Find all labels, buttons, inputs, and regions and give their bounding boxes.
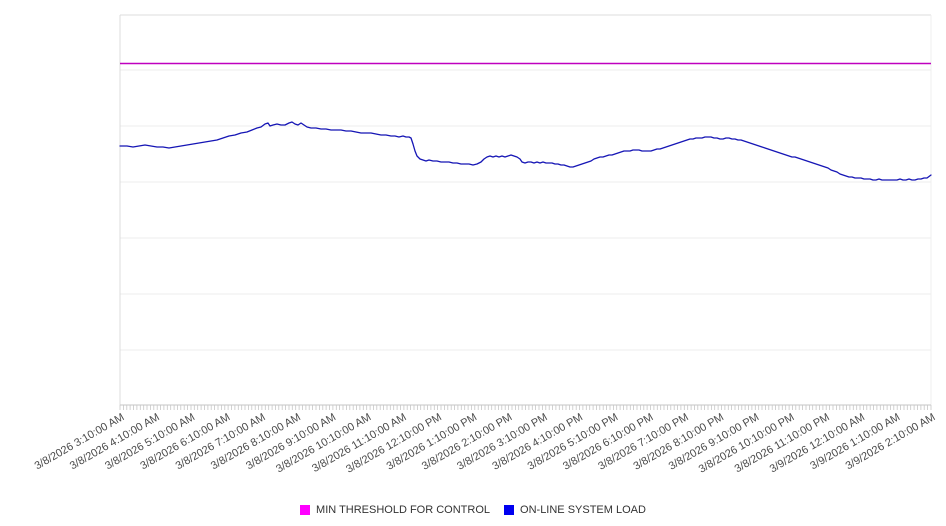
chart-svg: 3/8/2026 3:10:00 AM3/8/2026 4:10:00 AM3/…: [33, 14, 938, 476]
legend-label: ON-LINE SYSTEM LOAD: [520, 504, 646, 516]
legend-label: MIN THRESHOLD FOR CONTROL: [316, 504, 491, 516]
load-line: [119, 121, 932, 181]
x-axis-minor-ticks: [119, 405, 932, 410]
legend: MIN THRESHOLD FOR CONTROL ON-LINE SYSTEM …: [0, 504, 946, 516]
legend-swatch-icon: [504, 505, 515, 515]
legend-swatch-icon: [300, 505, 311, 515]
legend-item: MIN THRESHOLD FOR CONTROL: [300, 504, 490, 516]
legend-item: ON-LINE SYSTEM LOAD: [504, 504, 646, 516]
